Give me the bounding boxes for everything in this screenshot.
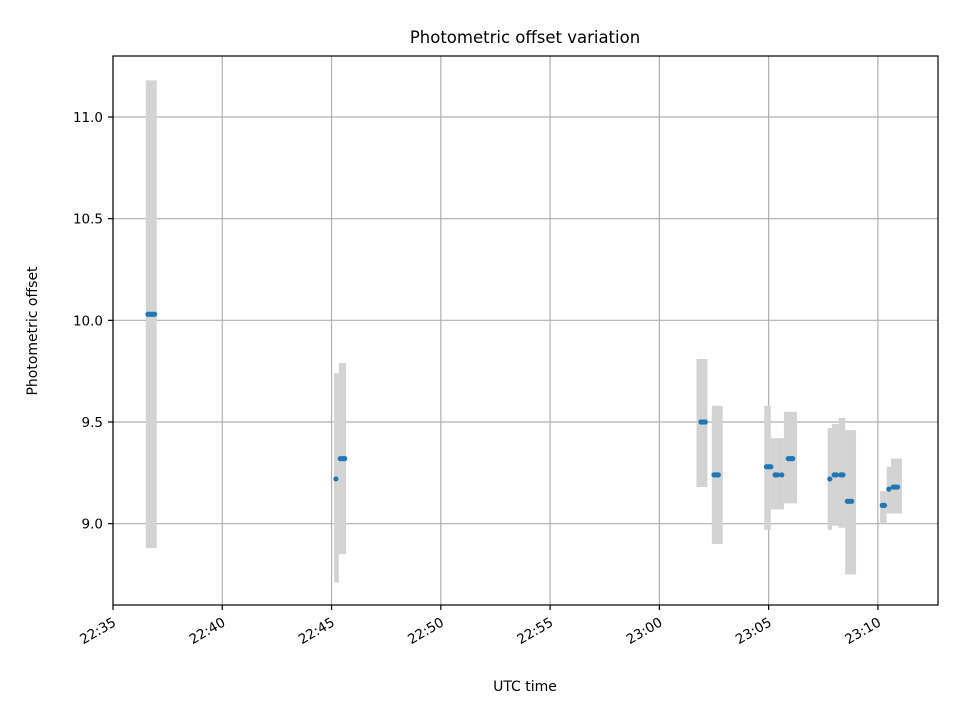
data-points (145, 311, 901, 508)
data-point (342, 456, 348, 462)
data-point (702, 419, 708, 425)
grid-lines (112, 56, 938, 605)
data-point (833, 472, 839, 478)
data-point (333, 476, 339, 482)
y-axis-label: Photometric offset (25, 266, 41, 396)
data-point (881, 502, 888, 508)
y-tick-label: 9.5 (82, 415, 103, 431)
data-point (779, 472, 785, 478)
data-point (886, 486, 892, 492)
data-point (790, 456, 796, 462)
data-point (774, 472, 780, 478)
data-point (840, 472, 846, 478)
data-point (151, 311, 158, 317)
data-point (827, 476, 833, 482)
data-point (849, 498, 855, 504)
y-tick-label: 10.5 (73, 212, 103, 228)
chart-title: Photometric offset variation (410, 28, 640, 47)
data-point (715, 472, 721, 478)
y-tick-label: 10.0 (73, 313, 103, 329)
y-tick-label: 11.0 (73, 110, 103, 126)
data-point (768, 464, 774, 470)
plot-frame (112, 55, 939, 606)
y-tick-label: 9.0 (82, 517, 103, 533)
y-axis-ticks: 9.0 9.5 10.0 10.5 11.0 (73, 110, 113, 533)
data-point (894, 484, 901, 490)
x-axis-label: UTC time (493, 679, 557, 695)
